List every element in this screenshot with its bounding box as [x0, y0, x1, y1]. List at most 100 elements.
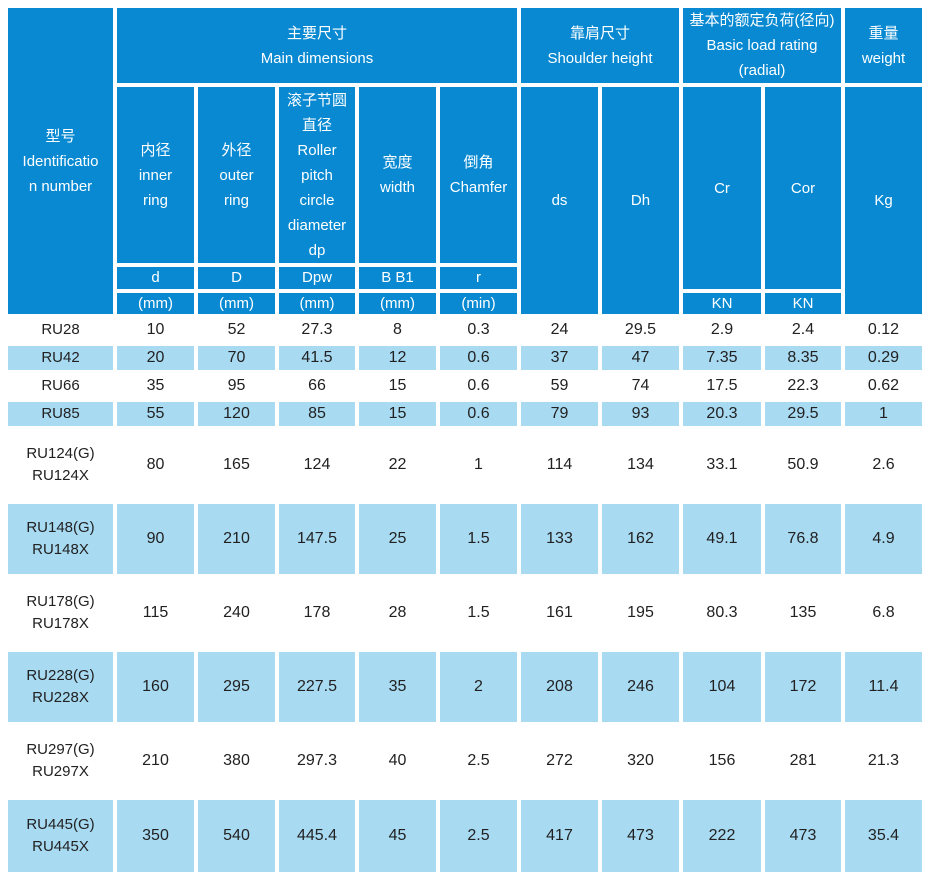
value-cell: 473	[598, 796, 683, 874]
table-row: RU178(G) RU178X 115 240 178 28 1.5 161 195 80.3 1…	[6, 574, 924, 652]
value-cell: 2.5	[436, 796, 521, 874]
value-cell: 147.5	[275, 500, 359, 578]
value-cell: 240	[194, 574, 279, 652]
value-cell: 0.12	[841, 314, 924, 346]
bearing-spec-table: 型号 Identificatio n number 主要尺寸 Main dime…	[6, 6, 924, 874]
value-cell: 8	[355, 314, 440, 346]
header-unit-row: (mm) (mm) (mm) (mm) (min) KN KN	[8, 289, 922, 318]
table-row: RU85 55 120 85 15 0.6 79 93 20.3 29.5 1	[6, 398, 924, 430]
model-cell: RU228(G) RU228X	[6, 648, 117, 726]
value-cell: 124	[275, 426, 359, 504]
value-cell: 52	[194, 314, 279, 346]
model-cell: RU148(G) RU148X	[6, 500, 117, 578]
value-cell: 222	[679, 796, 765, 874]
header-weight: 重量 weight	[841, 6, 924, 87]
value-cell: 2.4	[761, 314, 845, 346]
value-cell: 133	[517, 500, 602, 578]
value-cell: 0.3	[436, 314, 521, 346]
value-cell: 160	[113, 648, 198, 726]
value-cell: 120	[194, 398, 279, 430]
value-cell: 20	[113, 342, 198, 374]
subheader-dh: Dh	[598, 83, 683, 318]
value-cell: 59	[517, 370, 602, 402]
value-cell: 8.35	[761, 342, 845, 374]
value-cell: 1.5	[436, 500, 521, 578]
value-cell: 80	[113, 426, 198, 504]
header-identification-number: 型号 Identificatio n number	[6, 6, 117, 318]
unit-D-mm: (mm)	[194, 289, 279, 318]
value-cell: 0.6	[436, 342, 521, 374]
value-cell: 156	[679, 722, 765, 800]
table-row: RU148(G) RU148X 90 210 147.5 25 1.5 133 162 49.1…	[6, 500, 924, 578]
model-cell: RU445(G) RU445X	[6, 796, 117, 874]
value-cell: 10	[113, 314, 198, 346]
symbol-r: r	[436, 263, 521, 293]
value-cell: 90	[113, 500, 198, 578]
value-cell: 17.5	[679, 370, 765, 402]
value-cell: 50.9	[761, 426, 845, 504]
subheader-ds: ds	[517, 83, 602, 318]
value-cell: 210	[194, 500, 279, 578]
value-cell: 1.5	[436, 574, 521, 652]
value-cell: 6.8	[841, 574, 924, 652]
value-cell: 0.62	[841, 370, 924, 402]
unit-b-mm: (mm)	[355, 289, 440, 318]
table-row: RU445(G) RU445X 350 540 445.4 45 2.5 417 473 222…	[6, 796, 924, 874]
value-cell: 0.29	[841, 342, 924, 374]
value-cell: 0.6	[436, 398, 521, 430]
value-cell: 227.5	[275, 648, 359, 726]
subheader-inner-ring: 内径 inner ring	[113, 83, 198, 267]
value-cell: 11.4	[841, 648, 924, 726]
model-cell: RU85	[6, 398, 117, 430]
value-cell: 104	[679, 648, 765, 726]
value-cell: 1	[436, 426, 521, 504]
value-cell: 115	[113, 574, 198, 652]
value-cell: 45	[355, 796, 440, 874]
value-cell: 195	[598, 574, 683, 652]
subheader-width: 宽度 width	[355, 83, 440, 267]
value-cell: 66	[275, 370, 359, 402]
subheader-chamfer: 倒角 Chamfer	[436, 83, 521, 267]
value-cell: 22.3	[761, 370, 845, 402]
model-cell: RU66	[6, 370, 117, 402]
value-cell: 7.35	[679, 342, 765, 374]
value-cell: 135	[761, 574, 845, 652]
value-cell: 297.3	[275, 722, 359, 800]
value-cell: 95	[194, 370, 279, 402]
value-cell: 540	[194, 796, 279, 874]
value-cell: 29.5	[761, 398, 845, 430]
value-cell: 210	[113, 722, 198, 800]
value-cell: 172	[761, 648, 845, 726]
value-cell: 22	[355, 426, 440, 504]
symbol-D: D	[194, 263, 279, 293]
value-cell: 295	[194, 648, 279, 726]
model-cell: RU28	[6, 314, 117, 346]
unit-cor-kn: KN	[761, 289, 845, 318]
value-cell: 246	[598, 648, 683, 726]
value-cell: 281	[761, 722, 845, 800]
model-cell: RU42	[6, 342, 117, 374]
value-cell: 37	[517, 342, 602, 374]
header-basic-load-rating: 基本的额定负荷(径向) Basic load rating (radial)	[679, 6, 845, 87]
value-cell: 70	[194, 342, 279, 374]
value-cell: 320	[598, 722, 683, 800]
header-shoulder-height: 靠肩尺寸 Shoulder height	[517, 6, 683, 87]
table-row: RU28 10 52 27.3 8 0.3 24 29.5 2.9 2.4 0.12	[6, 314, 924, 346]
value-cell: 208	[517, 648, 602, 726]
value-cell: 40	[355, 722, 440, 800]
symbol-b-b1: B B1	[355, 263, 440, 293]
value-cell: 15	[355, 398, 440, 430]
value-cell: 41.5	[275, 342, 359, 374]
value-cell: 80.3	[679, 574, 765, 652]
unit-cr-kn: KN	[679, 289, 765, 318]
table-row: RU66 35 95 66 15 0.6 59 74 17.5 22.3 0.62	[6, 370, 924, 402]
value-cell: 2	[436, 648, 521, 726]
value-cell: 350	[113, 796, 198, 874]
value-cell: 445.4	[275, 796, 359, 874]
value-cell: 20.3	[679, 398, 765, 430]
table-body: RU28 10 52 27.3 8 0.3 24 29.5 2.9 2.4 0.12 RU42 20 70…	[6, 314, 924, 874]
value-cell: 134	[598, 426, 683, 504]
value-cell: 162	[598, 500, 683, 578]
value-cell: 47	[598, 342, 683, 374]
